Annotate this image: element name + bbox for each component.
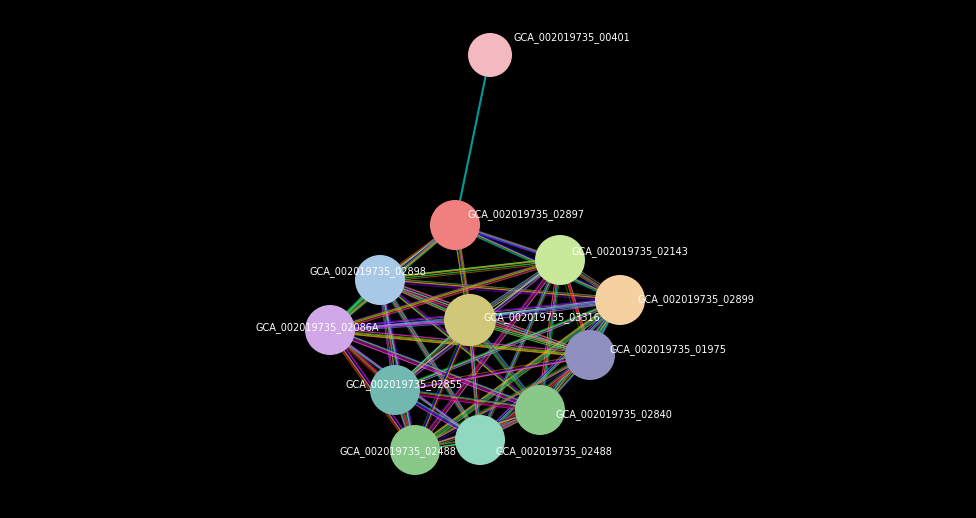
- Circle shape: [595, 275, 645, 325]
- Circle shape: [535, 235, 585, 285]
- Text: GCA_002019735_02897: GCA_002019735_02897: [467, 210, 584, 221]
- Text: GCA_002019735_02855: GCA_002019735_02855: [345, 380, 462, 391]
- Text: GCA_002019735_02488: GCA_002019735_02488: [340, 447, 457, 457]
- Circle shape: [355, 255, 405, 305]
- Circle shape: [370, 365, 420, 415]
- Text: GCA_002019735_02899: GCA_002019735_02899: [637, 295, 753, 306]
- Text: GCA_002019735_00401: GCA_002019735_00401: [513, 33, 630, 44]
- Circle shape: [444, 294, 496, 346]
- Circle shape: [565, 330, 615, 380]
- Circle shape: [430, 200, 480, 250]
- Text: GCA_002019735_01975: GCA_002019735_01975: [610, 344, 727, 355]
- Circle shape: [455, 415, 505, 465]
- Text: GCA_002019735_02488: GCA_002019735_02488: [495, 447, 612, 457]
- Circle shape: [390, 425, 440, 475]
- Text: GCA_002019735_02840: GCA_002019735_02840: [555, 410, 671, 421]
- Circle shape: [305, 305, 355, 355]
- Circle shape: [468, 33, 512, 77]
- Text: GCA_002019735_03316: GCA_002019735_03316: [484, 312, 601, 323]
- Text: GCA_002019735_02143: GCA_002019735_02143: [572, 247, 689, 257]
- Text: GCA_002019735_02898: GCA_002019735_02898: [310, 267, 427, 278]
- Circle shape: [515, 385, 565, 435]
- Text: GCA_002019735_02086A: GCA_002019735_02086A: [255, 323, 379, 334]
